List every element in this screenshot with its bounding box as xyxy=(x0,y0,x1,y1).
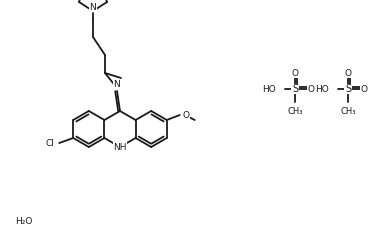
Text: HO: HO xyxy=(315,85,329,93)
Text: O: O xyxy=(307,85,314,93)
Text: Cl: Cl xyxy=(45,138,54,147)
Text: NH: NH xyxy=(113,142,127,152)
Text: CH₃: CH₃ xyxy=(340,107,356,116)
Text: O: O xyxy=(183,110,190,120)
Text: O: O xyxy=(291,69,298,77)
Text: N: N xyxy=(90,3,96,12)
Text: H₂O: H₂O xyxy=(15,217,32,226)
Text: CH₃: CH₃ xyxy=(287,107,303,116)
Text: S: S xyxy=(292,84,298,94)
Text: S: S xyxy=(345,84,351,94)
Text: O: O xyxy=(344,69,351,77)
Text: HO: HO xyxy=(262,85,276,93)
Text: N: N xyxy=(113,80,121,89)
Text: O: O xyxy=(360,85,367,93)
